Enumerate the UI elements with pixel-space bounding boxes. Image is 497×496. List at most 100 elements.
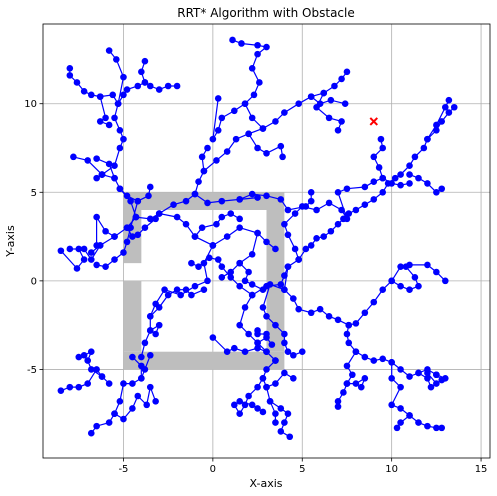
tree-node: [113, 56, 120, 63]
x-tick-label: -5: [118, 464, 128, 475]
tree-node: [188, 259, 195, 267]
tree-edge: [390, 362, 442, 429]
goal-marker-stroke: [369, 117, 378, 126]
tree-node: [334, 188, 342, 196]
tree-node: [397, 263, 404, 270]
tree-node: [263, 238, 270, 246]
tree-node: [102, 114, 109, 122]
tree-node: [357, 383, 365, 391]
tick-layer: -5 0 5 10 15 -5 0 5 10: [24, 99, 487, 475]
tree-node: [433, 268, 440, 276]
tree-node: [87, 348, 95, 356]
tree-node: [254, 405, 261, 412]
tree-node: [406, 412, 413, 419]
tree-node: [66, 64, 74, 72]
tree-node: [231, 107, 238, 115]
tree-node: [406, 286, 413, 294]
tree-edge: [90, 356, 142, 434]
tree-node: [114, 100, 122, 108]
tree-node: [281, 220, 288, 228]
tree-node: [433, 424, 440, 432]
tree-node: [227, 274, 235, 281]
tree-node: [388, 277, 395, 285]
tree-node: [281, 419, 288, 426]
tree-node: [111, 410, 118, 418]
tree-node: [263, 348, 270, 356]
tree-node: [256, 79, 263, 86]
tree-node: [343, 215, 351, 223]
tree-node: [345, 321, 353, 329]
tree-node: [343, 68, 351, 76]
tree-node: [415, 174, 422, 182]
y-tick-label: 0: [31, 276, 37, 287]
obstacle-segment: [123, 351, 285, 370]
tree-node: [80, 351, 88, 359]
tree-node: [284, 206, 292, 214]
tree-node: [272, 380, 279, 387]
tree-node: [218, 114, 226, 122]
tree-node: [138, 374, 145, 382]
tree-node: [105, 47, 113, 54]
tree-node: [290, 374, 297, 382]
tree-node: [248, 190, 256, 198]
tree-node: [182, 197, 190, 205]
tree-node: [129, 380, 136, 387]
tree-node: [177, 291, 184, 299]
tree-node: [259, 304, 267, 311]
tree-node: [379, 144, 387, 152]
tree-node: [105, 419, 113, 426]
tree-node: [254, 50, 261, 58]
tree-node: [438, 118, 446, 125]
tree-node: [397, 171, 404, 178]
tree-node: [248, 281, 256, 288]
tree-node: [93, 422, 100, 430]
tree-node: [218, 197, 226, 205]
tree-node: [284, 348, 292, 356]
tree-node: [361, 374, 369, 382]
tree-node: [272, 410, 279, 418]
tree-node: [302, 203, 310, 210]
tree-node: [227, 268, 235, 276]
tree-node: [84, 357, 91, 364]
tree-node: [116, 126, 124, 134]
tree-node: [397, 181, 404, 189]
tree-node: [424, 135, 431, 143]
tree-node: [105, 121, 113, 129]
tree-node: [123, 224, 131, 232]
tree-node: [263, 366, 270, 373]
tree-node: [141, 339, 149, 347]
tree-node: [120, 415, 127, 423]
y-tick-label: -5: [27, 365, 37, 376]
tree-node: [397, 383, 404, 391]
tree-node: [298, 348, 306, 356]
tree-node: [379, 355, 387, 363]
tree-node: [213, 220, 220, 228]
tree-node: [129, 353, 136, 361]
tree-node: [375, 164, 383, 171]
tree-node: [120, 249, 127, 256]
tree-node: [290, 295, 297, 302]
tree-node: [141, 366, 149, 373]
tree-node: [123, 238, 131, 246]
tree-node: [188, 291, 195, 299]
tree-node: [248, 401, 256, 409]
tree-node: [415, 419, 422, 426]
tree-node: [334, 403, 342, 410]
tree-node: [70, 153, 77, 161]
tree-edge: [426, 99, 450, 140]
tree-node: [93, 261, 100, 269]
tree-node: [245, 268, 252, 276]
tree-node: [279, 153, 286, 161]
tree-node: [327, 96, 335, 104]
tree-node: [231, 401, 238, 409]
tree-node: [87, 256, 95, 263]
tree-node: [259, 125, 267, 132]
tree-node: [173, 82, 181, 90]
tree-node: [277, 196, 285, 203]
tree-node: [263, 383, 270, 391]
tree-node: [146, 327, 154, 334]
tree-node: [75, 383, 83, 391]
tree-node: [146, 215, 154, 223]
tree-node: [307, 188, 315, 196]
